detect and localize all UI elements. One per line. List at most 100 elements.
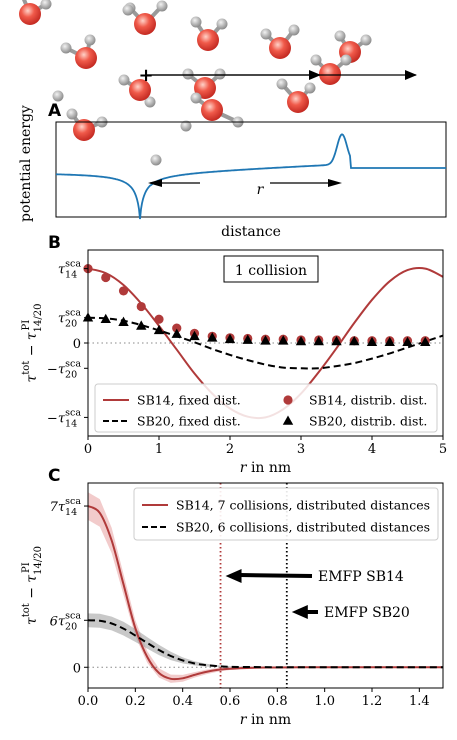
- probe-trajectory: +: [138, 65, 417, 86]
- plot-frame: [87, 482, 444, 689]
- probe-symbol: +: [138, 65, 153, 86]
- annotation-box: [223, 255, 319, 283]
- legend-label: SB14, fixed dist.: [137, 393, 241, 408]
- hydrogen-atom: [52, 90, 64, 102]
- data-point-circle: [172, 323, 182, 333]
- oxygen-atom: [197, 29, 219, 51]
- r-label: r: [257, 182, 265, 198]
- water-molecule: [190, 16, 228, 51]
- x-tick-label: 1.0: [314, 694, 335, 709]
- legend-swatch: [283, 395, 293, 405]
- data-point-triangle: [153, 324, 165, 335]
- water-molecule: [66, 108, 108, 141]
- legend-swatch: [282, 415, 294, 425]
- x-tick-label: 0.0: [78, 694, 99, 709]
- data-point-triangle: [100, 313, 111, 323]
- water-molecule: [310, 54, 352, 85]
- data-point-circle: [136, 301, 146, 312]
- x-tick-label: 0.2: [125, 694, 146, 709]
- water-molecule: [190, 92, 244, 128]
- data-point-triangle: [224, 333, 236, 344]
- panel-a-ylabel: potential energy: [18, 105, 34, 222]
- water-molecule: [182, 68, 226, 99]
- data-point-circle: [101, 272, 111, 283]
- oxygen-atom: [287, 91, 309, 113]
- panel-a-xlabel: distance: [221, 224, 281, 240]
- y-tick-label: 6τ20sca: [50, 610, 82, 632]
- oxygen-atom: [73, 119, 95, 141]
- panel-label-a: A: [48, 101, 62, 121]
- x-tick-label: 1.4: [409, 694, 430, 709]
- y-tick-label: −τ20sca: [47, 358, 81, 380]
- water-molecule: [118, 74, 156, 108]
- x-tick-label: 0.6: [220, 694, 241, 709]
- data-point-triangle: [207, 332, 218, 342]
- y-tick-label: τ14sca: [58, 259, 81, 281]
- data-point-triangle: [331, 336, 342, 346]
- hydrogen-atom: [118, 74, 130, 86]
- hydrogen-atom: [156, 0, 168, 12]
- x-tick-label: 0.8: [267, 694, 288, 709]
- data-point-triangle: [260, 335, 271, 345]
- hydrogen-atom: [288, 24, 300, 36]
- x-tick-label: 0.4: [172, 694, 193, 709]
- hydrogen-atom: [216, 18, 228, 30]
- data-point-triangle: [136, 320, 147, 330]
- hydrogen-atom: [84, 34, 96, 46]
- water-molecule: [19, 0, 52, 25]
- hydrogen-atom: [182, 68, 194, 80]
- data-point-triangle: [384, 336, 395, 347]
- data-point-triangle: [402, 336, 413, 347]
- hydrogen-atom: [360, 34, 372, 46]
- x-tick-label: 5: [439, 442, 447, 457]
- x-tick-label: 2: [226, 442, 234, 457]
- hydrogen-atom: [340, 54, 352, 66]
- hydrogen-atom: [122, 4, 134, 16]
- hydrogen-atom: [150, 154, 162, 166]
- oxygen-atom: [269, 37, 291, 59]
- data-point-triangle: [420, 336, 431, 347]
- hydrogen-atom: [190, 92, 202, 104]
- legend-label: SB20, 6 collisions, distributed distance…: [176, 520, 430, 535]
- y-tick-label: −τ14sca: [47, 407, 81, 429]
- hydrogen-atom: [144, 96, 156, 108]
- potential-energy-curve: [56, 133, 446, 220]
- x-tick-label: 1: [155, 442, 163, 457]
- uncertainty-band: [88, 613, 443, 668]
- water-molecule: [260, 24, 300, 59]
- data-point-triangle: [313, 336, 324, 346]
- oxygen-atom: [134, 13, 156, 35]
- legend-box: [133, 487, 439, 541]
- data-point-triangle: [349, 336, 360, 346]
- panel-label: C: [48, 466, 60, 486]
- emfp-label: EMFP SB20: [324, 605, 410, 621]
- hydrogen-atom: [310, 54, 322, 66]
- data-point-triangle: [278, 335, 289, 345]
- y-tick-label: 0: [73, 661, 81, 676]
- x-tick-label: 1.2: [362, 694, 383, 709]
- data-point-triangle: [366, 336, 378, 347]
- hydrogen-atom: [40, 0, 52, 10]
- hydrogen-atom: [60, 42, 72, 54]
- data-point-triangle: [295, 336, 307, 346]
- oxygen-atom: [19, 3, 41, 25]
- hydrogen-atom: [334, 30, 346, 42]
- legend-label: SB14, 7 collisions, distributed distance…: [176, 498, 430, 513]
- y-tick-label: 0: [73, 337, 81, 352]
- water-molecule: [276, 78, 316, 113]
- oxygen-atom: [194, 77, 216, 99]
- r-distance-arrow: r: [148, 179, 342, 198]
- y-axis-label: τtot − τ14/20PI: [21, 303, 44, 382]
- hydrogen-atom: [180, 120, 192, 132]
- emfp-arrow-head: [225, 569, 242, 583]
- x-tick-label: 4: [368, 442, 376, 457]
- data-point-circle: [118, 286, 129, 296]
- emfp-label: EMFP SB14: [318, 569, 404, 585]
- emfp-arrow-head: [291, 605, 308, 619]
- data-point-triangle: [118, 316, 129, 326]
- hydrogen-atom: [190, 16, 202, 28]
- data-point-circle: [154, 314, 164, 324]
- legend-label: SB20, distrib. dist.: [309, 414, 427, 429]
- water-molecule: [60, 34, 97, 69]
